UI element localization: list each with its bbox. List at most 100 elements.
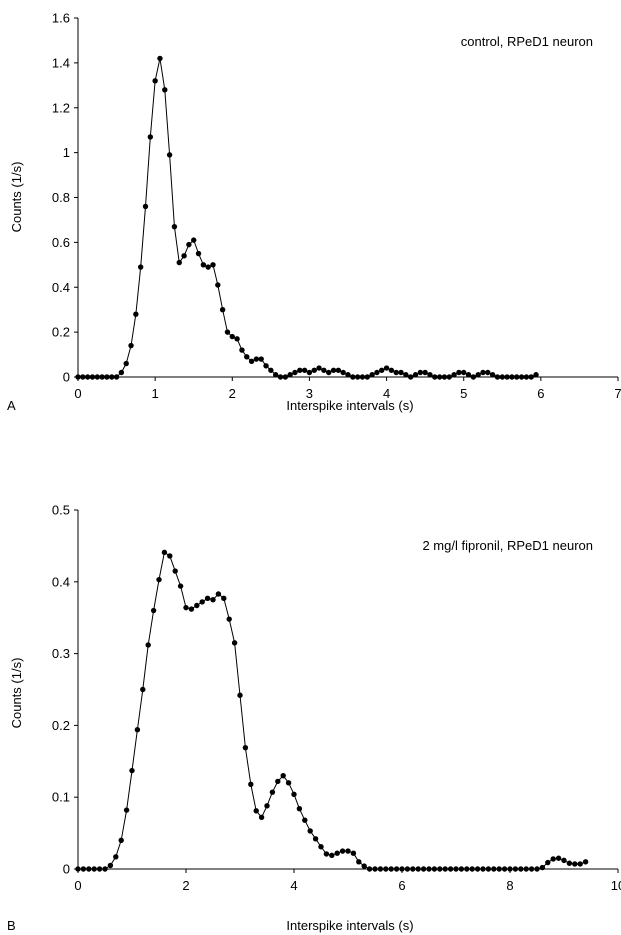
data-point [379,367,385,373]
data-point [161,549,168,556]
data-point [162,87,168,93]
data-point [393,369,399,376]
y-tick-label: 1 [63,145,70,160]
panel-b-axes: 0 0.1 0.2 0.3 0.4 0.5 0 2 4 6 8 10 [52,503,621,894]
data-point [410,866,416,872]
data-point [458,866,465,872]
data-point [518,374,525,380]
data-point [577,861,583,867]
data-point [485,369,491,376]
panel-b: 0 0.1 0.2 0.3 0.4 0.5 0 2 4 6 8 10 2 mg/l fipronil,… [7,503,621,934]
data-point [356,859,362,865]
data-point [109,374,115,380]
data-point [316,365,322,371]
data-point [528,866,535,872]
data-point [176,259,182,266]
data-point [277,374,284,380]
data-point [156,576,162,583]
data-point [129,767,135,774]
panel-b-xlabel: Interspike intervals (s) [286,918,413,933]
y-tick-label: 0.2 [52,718,70,733]
y-tick-label: 0.5 [52,503,70,518]
data-point [118,837,124,843]
data-point [345,372,351,378]
panel-a-series [75,55,539,380]
data-point [470,374,477,380]
data-point [393,866,400,872]
data-point [345,848,351,854]
x-tick-label: 0 [74,386,81,401]
data-point [133,311,139,317]
data-point [404,866,411,872]
data-point [480,369,486,376]
data-point [523,374,530,380]
data-point [307,828,313,834]
x-tick-label: 6 [537,386,544,401]
data-point [326,369,332,376]
data-point [237,692,243,698]
data-point [512,866,519,872]
data-point [224,329,231,335]
data-point [469,866,475,872]
x-tick-label: 0 [74,878,81,893]
data-point [426,866,432,872]
data-point [555,855,562,861]
data-point [229,333,235,340]
data-point [417,369,424,376]
data-point [415,866,421,872]
data-point [75,866,81,872]
data-point [354,374,361,380]
data-point [145,642,151,648]
data-point [339,848,346,854]
data-point [491,866,497,872]
data-point [191,237,197,243]
data-point [566,860,573,866]
data-point [264,803,270,809]
data-point [312,836,319,842]
data-point [447,866,454,872]
x-tick-label: 10 [611,878,621,893]
data-point [80,866,87,872]
data-point [188,606,195,612]
data-point [533,372,539,378]
data-point [221,595,227,602]
data-point [291,791,297,798]
data-point [269,789,276,795]
data-point [171,223,178,230]
data-point [361,863,367,869]
panel-a-xlabel: Interspike intervals (s) [286,398,413,413]
data-point [420,866,427,872]
data-point [374,369,380,376]
data-point [186,241,192,248]
data-point [219,306,226,313]
data-point [388,367,395,373]
data-point [272,372,279,378]
data-point [499,374,505,380]
data-point [210,262,216,268]
data-point [335,367,342,373]
panel-a-annotation: control, RPeD1 neuron [461,34,593,49]
data-point [514,374,520,380]
data-point [318,844,324,850]
panel-a-letter: A [7,398,16,413]
data-point [210,597,216,603]
data-point [350,374,356,380]
panel-b-letter: B [7,918,16,933]
data-point [113,374,120,380]
data-point [89,374,96,380]
x-tick-label: 2 [182,878,189,893]
data-point [427,372,433,378]
data-point [507,866,513,872]
data-point [383,866,389,872]
data-point [231,640,238,646]
data-point [150,607,157,614]
data-point [412,372,419,378]
y-tick-label: 1.6 [52,11,70,26]
data-point [539,864,546,871]
data-point [195,250,202,257]
data-point [204,595,211,602]
y-tick-label: 0.4 [52,574,70,589]
data-point [561,857,567,864]
